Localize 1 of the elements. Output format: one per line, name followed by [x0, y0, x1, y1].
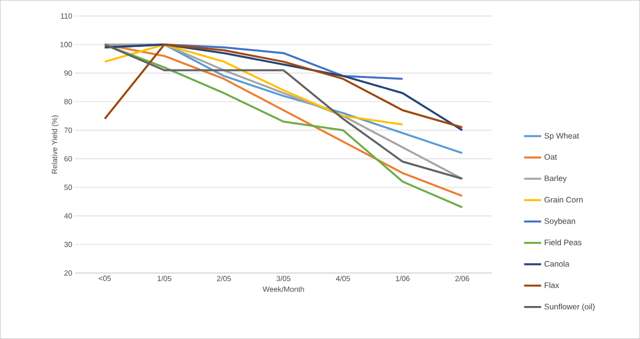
line-series	[104, 44, 404, 126]
